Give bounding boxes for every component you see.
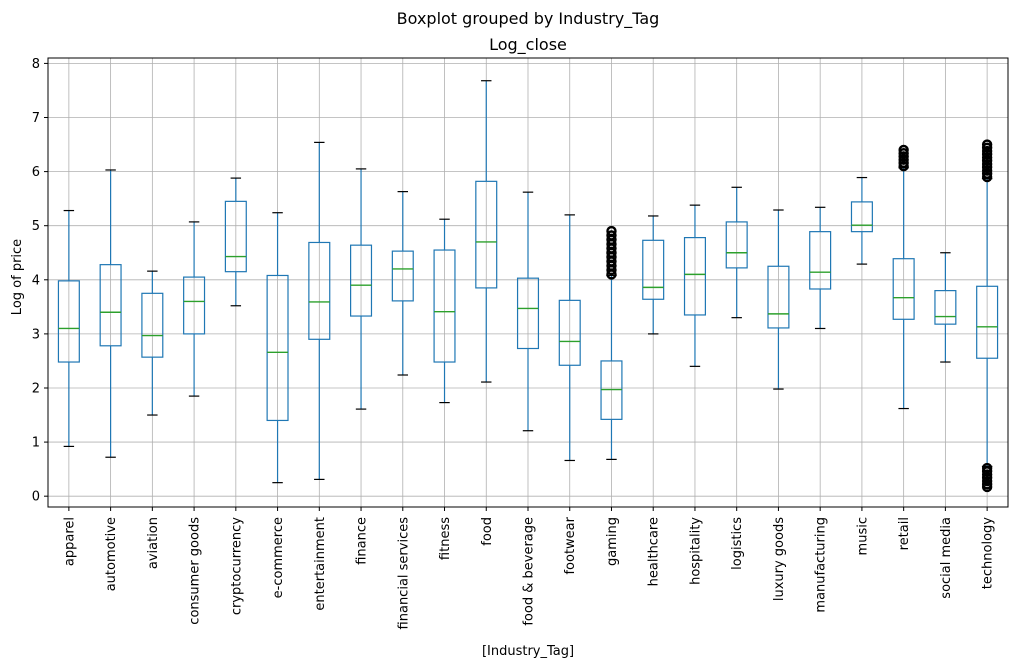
outlier-point bbox=[606, 230, 617, 241]
x-axis-label: [Industry_Tag] bbox=[482, 644, 574, 659]
x-tick-label: automotive bbox=[104, 517, 119, 591]
y-tick-label: 1 bbox=[32, 436, 40, 451]
box-group-healthcare bbox=[642, 215, 665, 335]
y-tick-label: 5 bbox=[32, 219, 40, 234]
box-iqr bbox=[141, 292, 164, 358]
box-group-music bbox=[850, 176, 873, 265]
box-iqr bbox=[683, 237, 706, 316]
box-iqr bbox=[976, 285, 999, 359]
y-tick-label: 7 bbox=[32, 111, 40, 126]
grid-lines bbox=[48, 58, 1008, 507]
x-tick-label: technology bbox=[981, 517, 996, 589]
x-tick-label: music bbox=[855, 517, 870, 555]
y-tick-label: 0 bbox=[32, 490, 40, 505]
axis-ticks: 0 1 2 3 4 5 6 7 8 apparel automotive aviation consum… bbox=[32, 57, 996, 630]
box-iqr bbox=[57, 280, 80, 363]
box-group-footwear bbox=[558, 214, 581, 462]
box-iqr bbox=[475, 180, 498, 289]
box-group-financial-services bbox=[391, 191, 414, 376]
y-axis-label: Log of price bbox=[10, 239, 25, 315]
box-group-social-media bbox=[934, 252, 957, 363]
x-tick-label: food bbox=[480, 517, 495, 546]
x-tick-label: aviation bbox=[146, 517, 161, 569]
x-tick-label: e-commerce bbox=[271, 517, 286, 598]
box-group-gaming bbox=[600, 225, 623, 460]
box-iqr bbox=[892, 258, 915, 320]
x-tick-label: apparel bbox=[62, 517, 77, 566]
y-tick-label: 8 bbox=[32, 57, 40, 72]
x-tick-label: logistics bbox=[730, 517, 745, 570]
box-group-fitness bbox=[433, 218, 456, 404]
x-tick-label: social media bbox=[939, 517, 954, 599]
box-iqr bbox=[934, 290, 957, 325]
outlier-point bbox=[606, 225, 617, 237]
x-tick-label: fitness bbox=[438, 517, 453, 560]
outlier-point bbox=[898, 144, 909, 156]
x-tick-label: cryptocurrency bbox=[229, 517, 244, 615]
box-iqr bbox=[350, 244, 373, 317]
box-iqr bbox=[809, 231, 832, 290]
y-tick-label: 6 bbox=[32, 165, 40, 180]
x-tick-label: retail bbox=[897, 517, 912, 550]
box-group-consumer-goods bbox=[183, 221, 206, 397]
box-iqr bbox=[308, 241, 331, 340]
box-group-retail bbox=[892, 144, 915, 410]
box-iqr bbox=[183, 276, 206, 335]
box-group-manufacturing bbox=[809, 206, 832, 330]
box-iqr bbox=[725, 221, 748, 269]
y-tick-label: 4 bbox=[32, 273, 40, 288]
y-tick-label: 3 bbox=[32, 327, 40, 342]
box-iqr bbox=[391, 250, 414, 302]
box-iqr bbox=[850, 201, 873, 233]
x-tick-label: footwear bbox=[563, 516, 578, 574]
x-tick-label: hospitality bbox=[688, 517, 703, 585]
box-group-luxury-goods bbox=[767, 209, 790, 390]
y-tick-label: 2 bbox=[32, 381, 40, 396]
boxes bbox=[57, 80, 999, 493]
box-group-e-commerce bbox=[266, 212, 289, 484]
chart-suptitle: Boxplot grouped by Industry_Tag bbox=[397, 9, 660, 29]
box-group-cryptocurrency bbox=[224, 177, 247, 307]
x-tick-label: consumer goods bbox=[188, 517, 203, 625]
x-tick-label: manufacturing bbox=[814, 517, 829, 613]
x-tick-label: luxury goods bbox=[772, 517, 787, 601]
x-tick-label: finance bbox=[355, 517, 370, 565]
box-group-logistics bbox=[725, 186, 748, 319]
box-group-finance bbox=[350, 168, 373, 410]
box-group-food bbox=[475, 80, 498, 383]
x-tick-label: financial services bbox=[396, 517, 411, 630]
box-group-apparel bbox=[57, 209, 80, 448]
outlier-point bbox=[981, 139, 993, 150]
box-iqr bbox=[266, 274, 289, 422]
box-group-aviation bbox=[141, 270, 164, 416]
x-tick-label: healthcare bbox=[647, 517, 662, 586]
box-iqr bbox=[767, 265, 790, 329]
x-tick-label: entertainment bbox=[313, 517, 328, 611]
box-iqr bbox=[558, 299, 581, 366]
x-tick-label: gaming bbox=[605, 517, 620, 566]
box-group-technology bbox=[976, 139, 999, 493]
box-group-hospitality bbox=[683, 204, 706, 367]
box-iqr bbox=[99, 264, 122, 347]
x-tick-label: food & beverage bbox=[522, 517, 537, 626]
box-iqr bbox=[433, 249, 456, 363]
box-iqr bbox=[516, 277, 540, 350]
box-group-automotive bbox=[99, 169, 122, 458]
chart-title: Log_close bbox=[489, 35, 567, 55]
box-group-entertainment bbox=[308, 141, 331, 481]
box-group-food-beverage bbox=[516, 191, 540, 432]
outlier-point bbox=[981, 481, 993, 493]
box-iqr bbox=[224, 200, 247, 273]
box-iqr bbox=[642, 239, 665, 300]
